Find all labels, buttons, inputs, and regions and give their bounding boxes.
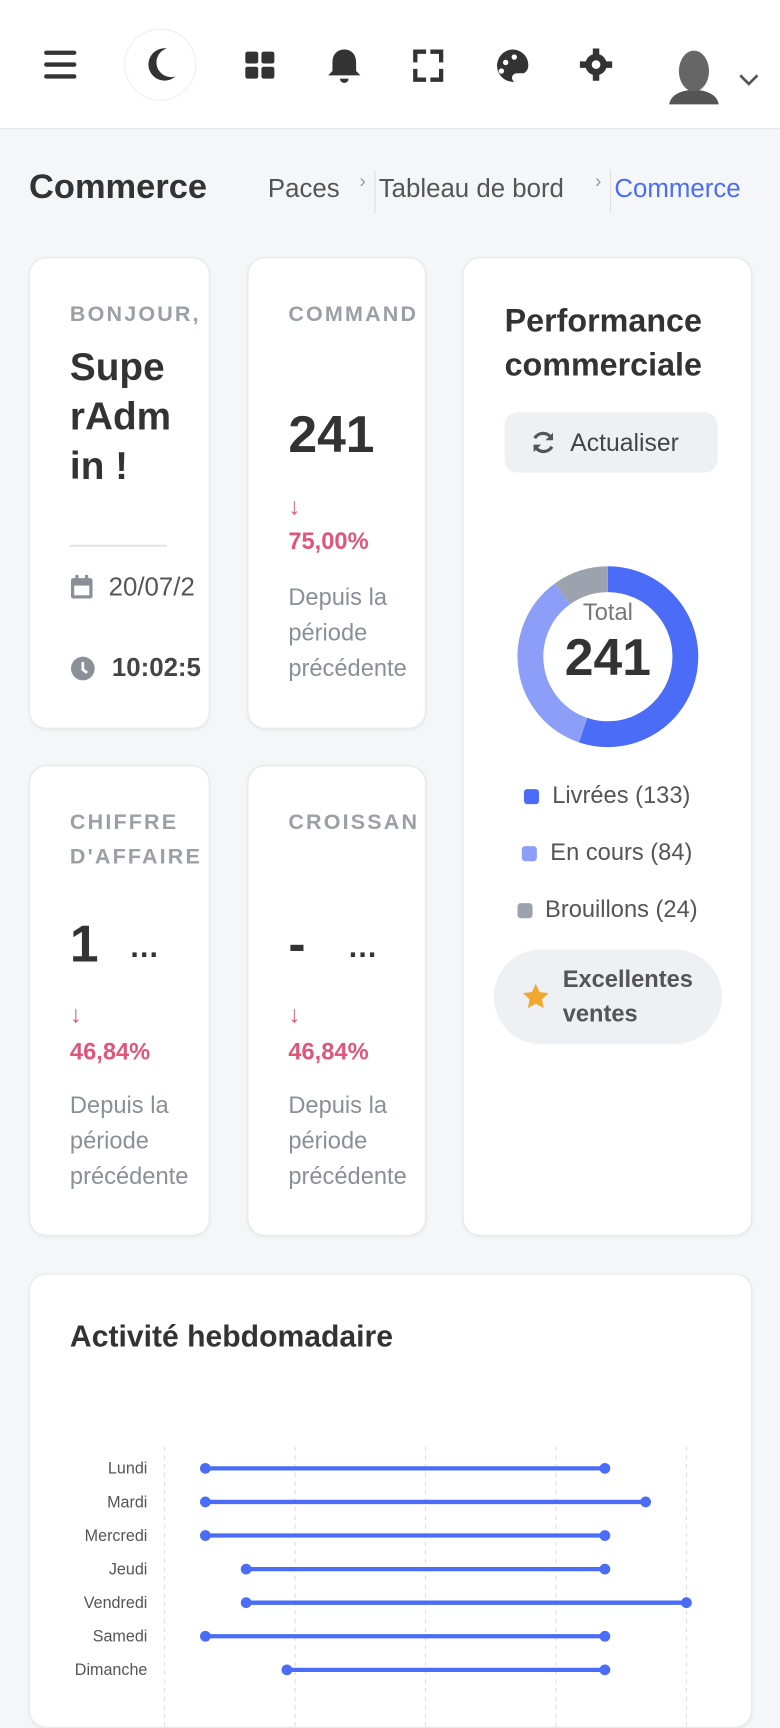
card-value: 241	[288, 406, 375, 464]
fullscreen-icon[interactable]	[413, 49, 444, 82]
dumbbell-start	[281, 1664, 293, 1676]
date: 20/07/2	[108, 572, 195, 602]
donut-chart: Total 241	[517, 566, 699, 748]
dumbbell-end	[599, 1462, 611, 1474]
dumbbell-end	[599, 1563, 611, 1575]
legend-swatch	[522, 846, 538, 862]
y-tick-label: Mardi	[107, 1493, 147, 1511]
card-note: Depuis la période précédente	[288, 1091, 407, 1190]
breadcrumb-item[interactable]: Tableau de bord	[378, 174, 564, 204]
theme-button[interactable]	[124, 28, 197, 101]
legend-item: Livrées (133)	[464, 782, 751, 810]
trend-arrow: ↓	[288, 1001, 301, 1029]
card-title: Performance commerciale	[504, 303, 702, 384]
button-label: Actualiser	[570, 428, 679, 457]
performance-card: Performance commerciale Actualiser Total…	[462, 257, 753, 1236]
badge-label: Excellentes ventes	[562, 965, 693, 1027]
card-change: 46,84%	[69, 1037, 151, 1065]
refresh-button[interactable]: Actualiser	[504, 412, 718, 473]
y-tick-label: Samedi	[93, 1628, 148, 1646]
y-tick-label: Jeudi	[109, 1560, 148, 1578]
donut-segment	[517, 583, 588, 743]
card-note: Depuis la période précédente	[288, 583, 407, 682]
badge: Excellentes ventes	[493, 949, 722, 1045]
legend-label: En cours (84)	[550, 838, 693, 866]
dumbbell-end	[599, 1630, 611, 1642]
card-note: Depuis la période précédente	[69, 1091, 189, 1190]
dumbbell-end	[681, 1597, 692, 1609]
menu-icon[interactable]	[44, 50, 77, 55]
dumbbell-start	[199, 1462, 211, 1474]
palette-icon[interactable]	[497, 49, 529, 82]
y-tick-label: Vendredi	[84, 1594, 148, 1612]
dropdown-caret[interactable]	[739, 74, 759, 86]
time: 10:02:5	[111, 653, 201, 683]
user-name: SuperAdmin !	[69, 344, 172, 488]
dumbbell-chart: Lundi Mardi Mercredi Jeudi Vendredi Samedi Dim…	[75, 1446, 692, 1727]
breadcrumb-sep: ›	[595, 170, 612, 214]
donut-total-label: Total	[583, 600, 633, 626]
calendar-icon	[71, 574, 93, 599]
top-bar	[0, 0, 780, 130]
card-change: 75,00%	[288, 527, 369, 555]
card-label: COMMAND	[288, 302, 419, 327]
card-value-more: …	[347, 930, 378, 964]
card-change: 46,84%	[288, 1037, 369, 1065]
dumbbell-start	[199, 1530, 211, 1541]
card-label: BONJOUR,	[69, 302, 201, 327]
card-value: 1	[69, 916, 99, 974]
dumbbell-end	[640, 1496, 652, 1508]
legend-swatch	[517, 903, 533, 919]
trend-arrow: ↓	[288, 493, 301, 520]
avatar[interactable]	[669, 50, 719, 105]
legend-item: Brouillons (24)	[464, 896, 751, 924]
y-tick-label: Dimanche	[75, 1661, 148, 1679]
donut-total: 241	[565, 628, 651, 686]
legend-label: Livrées (133)	[552, 781, 691, 809]
dumbbell-start	[240, 1597, 252, 1609]
dumbbell-end	[599, 1664, 611, 1676]
page-title: Commerce	[29, 166, 208, 206]
card-title: Activité hebdomadaire	[69, 1319, 394, 1354]
card-label: CHIFFRE D'AFFAIRE	[69, 810, 203, 869]
dumbbell-end	[599, 1530, 611, 1541]
breadcrumb-item[interactable]: Paces	[267, 174, 340, 204]
legend-label: Brouillons (24)	[545, 895, 698, 923]
y-tick-label: Lundi	[108, 1460, 147, 1478]
legend-swatch	[524, 789, 540, 805]
dumbbell-start	[199, 1496, 211, 1508]
dumbbell-start	[199, 1630, 211, 1642]
grid-icon[interactable]	[245, 51, 275, 79]
star-icon	[523, 983, 549, 1009]
toolbar-icons	[44, 28, 759, 105]
moon-icon	[148, 48, 176, 81]
growth-card: CROISSAN - … ↓ 46,84% Depuis la période …	[247, 765, 427, 1236]
separator	[69, 544, 167, 547]
orders-card: COMMAND 241 ↓ 75,00% Depuis la période p…	[247, 257, 427, 729]
breadcrumb-current: Commerce	[614, 174, 741, 204]
trend-arrow: ↓	[69, 1001, 82, 1029]
legend-item: En cours (84)	[464, 839, 751, 867]
card-value-more: …	[129, 930, 160, 964]
clock-icon	[71, 656, 95, 681]
activity-card: Activité hebdomadaire Lundi Mardi Mercredi…	[29, 1273, 753, 1728]
y-tick-label: Mercredi	[85, 1527, 148, 1545]
breadcrumb-sep: ›	[359, 170, 376, 214]
donut-segment	[578, 566, 699, 748]
settings-icon[interactable]	[579, 48, 613, 81]
bell-icon[interactable]	[328, 49, 361, 83]
revenue-card: CHIFFRE D'AFFAIRE 1 … ↓ 46,84% Depuis la…	[29, 765, 210, 1236]
donut-segment	[554, 566, 609, 605]
welcome-card: BONJOUR, SuperAdmin ! 20/07/2 10:02:5	[29, 257, 210, 729]
dumbbell-start	[240, 1563, 252, 1575]
refresh-icon	[533, 431, 554, 454]
card-value: -	[288, 916, 306, 974]
card-label: CROISSAN	[288, 810, 420, 835]
